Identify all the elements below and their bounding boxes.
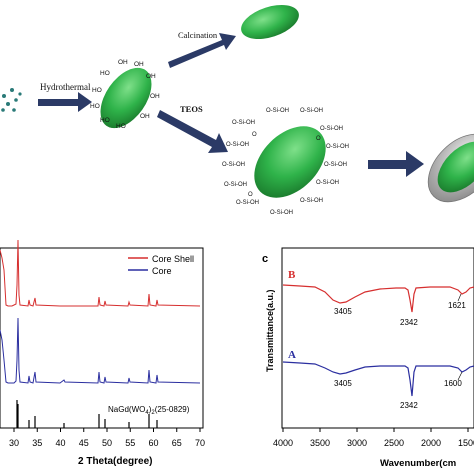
ftir-a-peak-1600: 1600 (444, 379, 462, 388)
svg-text:OH: OH (146, 73, 156, 80)
svg-text:O-Si-OH: O-Si-OH (224, 182, 247, 188)
svg-text:O-Si-OH: O-Si-OH (226, 142, 249, 148)
svg-text:O-Si-OH: O-Si-OH (266, 108, 289, 114)
svg-text:O-Si-OH: O-Si-OH (326, 144, 349, 150)
xrd-reference-sticks (16, 400, 158, 428)
ftir-series-b-label: B (288, 269, 296, 281)
ftir-x-tick-label: 4000 (273, 438, 293, 448)
hydroxyl-groups: HO HO HO HO HO OH OH OH OH OH (90, 59, 160, 130)
ftir-b-peak-1621: 1621 (448, 301, 466, 310)
xrd-frame (0, 247, 204, 429)
xrd-x-tick-label: 35 (32, 438, 42, 448)
hydrothermal-label: Hydrothermal (40, 82, 91, 92)
svg-text:O-Si-OH: O-Si-OH (316, 180, 339, 186)
svg-text:O: O (248, 192, 253, 198)
xrd-reference-label: NaGd(WO4)2(25-0829) (108, 405, 190, 416)
legend-core: Core (152, 266, 172, 276)
svg-text:O-Si-OH: O-Si-OH (324, 162, 347, 168)
xrd-x-axis: 30 35 40 45 50 55 60 65 70 (9, 428, 205, 448)
ftir-b-peak-2342: 2342 (400, 318, 418, 327)
svg-text:OH: OH (140, 113, 150, 120)
svg-text:O: O (252, 132, 257, 138)
ftir-x-tick-label: 3500 (310, 438, 330, 448)
svg-text:O-Si-OH: O-Si-OH (300, 198, 323, 204)
svg-text:HO: HO (116, 123, 126, 130)
svg-text:O-Si-OH: O-Si-OH (236, 200, 259, 206)
synthesis-scheme: Hydrothermal HO HO HO HO HO OH OH OH OH … (1, 4, 474, 216)
core-shell-particle-core (437, 141, 474, 193)
ftir-ylabel: Transmittance(a.u.) (265, 289, 275, 372)
xrd-x-tick-label: 30 (9, 438, 19, 448)
ftir-a-peak-2342: 2342 (400, 401, 418, 410)
ftir-frame (281, 247, 474, 429)
svg-text:OH: OH (134, 61, 144, 68)
xrd-x-tick-label: 65 (172, 438, 182, 448)
xrd-core-trace (0, 317, 201, 384)
svg-text:O-Si-OH: O-Si-OH (222, 162, 245, 168)
calcination-arrow (168, 33, 236, 68)
ftir-x-axis: 4000 3500 3000 2500 2000 1500 (273, 428, 474, 448)
legend-core-shell: Core Shell (152, 254, 194, 264)
svg-text:HO: HO (92, 87, 102, 94)
ftir-series-a-label: A (288, 349, 296, 361)
hydrothermal-arrow (38, 92, 92, 112)
xrd-xlabel: 2 Theta(degree) (78, 456, 152, 467)
ftir-series-a-trace (282, 361, 474, 397)
calcination-label: Calcination (178, 30, 218, 40)
svg-text:HO: HO (100, 117, 110, 124)
ftir-x-tick-label: 1500 (458, 438, 474, 448)
silica-groups: O-Si-OH O-Si-OH O-Si-OH O-Si-OH O-Si-OH … (222, 108, 349, 216)
panel-label-c: c (262, 253, 268, 265)
svg-text:O-Si-OH: O-Si-OH (232, 120, 255, 126)
ftir-a-1600-pointer (457, 371, 463, 381)
silica-coated-particle (254, 126, 326, 198)
xrd-x-tick-label: 50 (102, 438, 112, 448)
teos-label: TEOS (180, 104, 203, 114)
xrd-legend: Core Shell Core (128, 254, 194, 276)
ftir-panel: c Transmittance(a.u.) B A 3405 2342 1621… (262, 247, 474, 469)
coating-arrow (368, 151, 424, 177)
teos-arrow (157, 110, 228, 153)
svg-text:HO: HO (100, 70, 110, 77)
core-particle (100, 67, 152, 129)
ftir-b-peak-3405: 3405 (334, 307, 352, 316)
xrd-x-tick-label: 60 (148, 438, 158, 448)
ftir-x-tick-label: 3000 (347, 438, 367, 448)
svg-text:O: O (316, 136, 321, 142)
svg-text:HO: HO (90, 103, 100, 110)
xrd-x-tick-label: 45 (79, 438, 89, 448)
svg-text:O-Si-OH: O-Si-OH (320, 126, 343, 132)
svg-text:OH: OH (118, 59, 128, 66)
xrd-x-tick-label: 70 (195, 438, 205, 448)
ftir-x-tick-label: 2500 (384, 438, 404, 448)
svg-text:O-Si-OH: O-Si-OH (270, 210, 293, 216)
xrd-x-tick-label: 40 (55, 438, 65, 448)
svg-text:O-Si-OH: O-Si-OH (300, 108, 323, 114)
svg-text:OH: OH (150, 93, 160, 100)
ftir-xlabel: Wavenumber(cm (380, 458, 456, 469)
xrd-core-shell-trace (0, 239, 201, 307)
calcined-particle (241, 4, 299, 40)
ftir-a-peak-3405: 3405 (334, 379, 352, 388)
ftir-b-1621-pointer (457, 293, 462, 302)
ftir-series-b-trace (282, 284, 474, 313)
precursor-dots (1, 88, 22, 112)
ftir-x-tick-label: 2000 (421, 438, 441, 448)
xrd-x-tick-label: 55 (125, 438, 135, 448)
xrd-panel: Core Shell Core NaGd(WO4)2(25-0829) 30 35… (0, 239, 205, 467)
